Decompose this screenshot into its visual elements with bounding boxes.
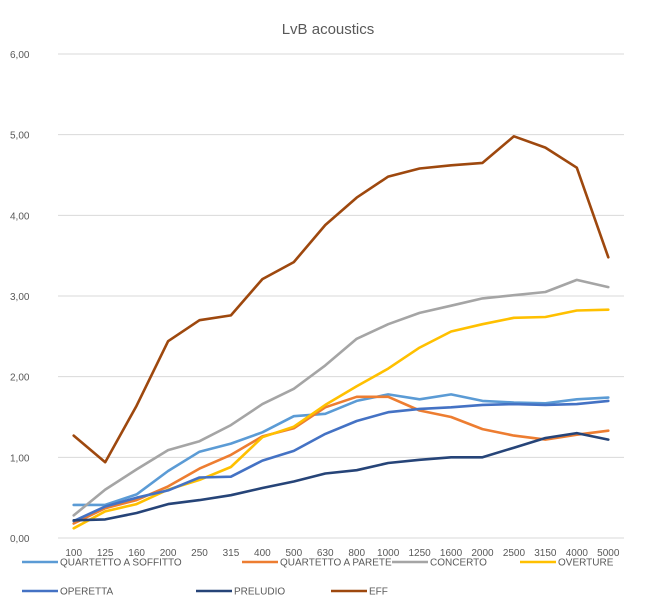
legend-label: EFF <box>369 587 388 598</box>
legend-label: PRELUDIO <box>234 587 285 598</box>
series-line-eff <box>72 135 610 464</box>
series-line-quartetto-a-soffitto <box>72 393 610 507</box>
legend-label: OPERETTA <box>60 587 113 598</box>
series-line-quartetto-a-parete <box>72 395 610 525</box>
series-line-preludio <box>72 431 610 522</box>
y-tick-label: 3,00 <box>10 292 30 303</box>
x-tick-label: 4000 <box>566 548 589 559</box>
x-tick-label: 100 <box>65 548 82 559</box>
x-tick-label: 800 <box>348 548 365 559</box>
y-axis-ticks: 0,00 1,00 2,00 3,00 4,00 5,00 6,00 <box>10 50 30 545</box>
x-tick-label: 1000 <box>377 548 400 559</box>
y-tick-label: 6,00 <box>10 50 30 61</box>
x-axis-ticks: 100 125 160 200 250 315 400 500 630 800 1000 1250 16… <box>65 548 619 559</box>
series-lines <box>72 135 610 530</box>
y-tick-label: 2,00 <box>10 373 30 384</box>
x-tick-label: 500 <box>285 548 302 559</box>
x-tick-label: 3150 <box>534 548 557 559</box>
x-tick-label: 125 <box>97 548 114 559</box>
x-tick-label: 400 <box>254 548 271 559</box>
x-tick-label: 1600 <box>440 548 463 559</box>
y-tick-label: 0,00 <box>10 534 30 545</box>
legend-label: CONCERTO <box>430 558 487 569</box>
series-line-operetta <box>72 399 610 523</box>
chart-title: LvB acoustics <box>282 21 375 38</box>
x-tick-label: 5000 <box>597 548 620 559</box>
x-tick-label: 160 <box>128 548 145 559</box>
x-tick-label: 200 <box>160 548 177 559</box>
x-tick-label: 250 <box>191 548 208 559</box>
x-tick-label: 2000 <box>471 548 494 559</box>
y-tick-label: 1,00 <box>10 453 30 464</box>
legend-label: QUARTETTO A PARETE <box>280 558 392 569</box>
legend-label: OVERTURE <box>558 558 614 569</box>
legend: QUARTETTO A SOFFITTO QUARTETTO A PARETE CO… <box>22 558 614 598</box>
x-tick-label: 630 <box>317 548 334 559</box>
grid <box>58 53 624 539</box>
legend-label: QUARTETTO A SOFFITTO <box>60 558 182 569</box>
x-tick-label: 315 <box>223 548 240 559</box>
y-tick-label: 4,00 <box>10 211 30 222</box>
series-line-concerto <box>72 278 610 517</box>
y-tick-label: 5,00 <box>10 131 30 142</box>
x-tick-label: 1250 <box>408 548 431 559</box>
x-tick-label: 2500 <box>503 548 526 559</box>
